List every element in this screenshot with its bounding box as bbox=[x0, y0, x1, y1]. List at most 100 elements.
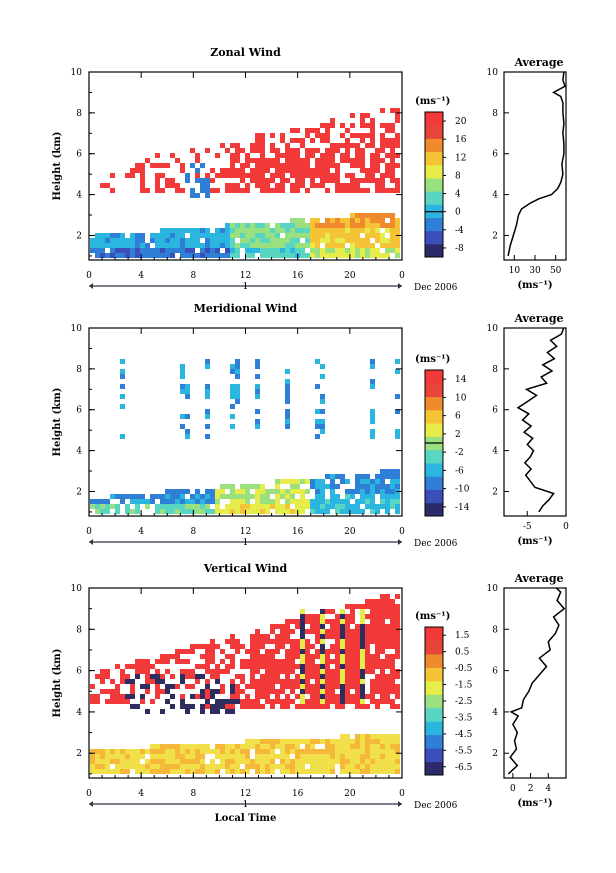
heat-cell bbox=[365, 484, 370, 489]
heat-cell bbox=[255, 138, 260, 143]
heat-cell bbox=[220, 764, 225, 769]
heat-cell bbox=[350, 223, 355, 228]
average-y-tick-label: 2 bbox=[492, 231, 498, 241]
heat-cell bbox=[190, 248, 195, 253]
heat-cell bbox=[340, 769, 345, 774]
heat-cell bbox=[185, 674, 190, 679]
heat-cell bbox=[260, 694, 265, 699]
heat-cell bbox=[235, 223, 240, 228]
colorbar-unit: (ms⁻¹) bbox=[415, 354, 450, 365]
heat-cell bbox=[300, 689, 305, 694]
heat-cell bbox=[185, 238, 190, 243]
heat-cell bbox=[370, 434, 375, 439]
heat-cell bbox=[355, 679, 360, 684]
heat-cell bbox=[300, 659, 305, 664]
heat-cell bbox=[325, 138, 330, 143]
average-x-tick-label: 2 bbox=[528, 784, 534, 794]
heat-cell bbox=[155, 248, 160, 253]
heat-cell bbox=[255, 409, 260, 414]
heat-cell bbox=[355, 629, 360, 634]
heat-cell bbox=[210, 178, 215, 183]
heat-cell bbox=[200, 759, 205, 764]
heat-cell bbox=[275, 248, 280, 253]
heat-cell bbox=[250, 233, 255, 238]
y-tick-label: 4 bbox=[76, 191, 82, 201]
heat-cell bbox=[290, 163, 295, 168]
colorbar-swatch bbox=[425, 164, 443, 179]
heat-cell bbox=[130, 168, 135, 173]
heat-cell bbox=[215, 509, 220, 514]
heat-cell bbox=[205, 188, 210, 193]
heat-cell bbox=[300, 158, 305, 163]
heat-cell bbox=[195, 233, 200, 238]
heat-cell bbox=[260, 163, 265, 168]
heat-cell bbox=[145, 679, 150, 684]
heat-cell bbox=[375, 754, 380, 759]
heat-cell bbox=[100, 764, 105, 769]
heat-cell bbox=[125, 238, 130, 243]
heat-cell bbox=[155, 674, 160, 679]
colorbar-swatch bbox=[425, 409, 443, 424]
heat-cell bbox=[340, 223, 345, 228]
heat-cell bbox=[95, 694, 100, 699]
x-tick-label: 12 bbox=[240, 789, 251, 799]
heat-cell bbox=[385, 494, 390, 499]
heat-cell bbox=[275, 243, 280, 248]
heat-cell bbox=[240, 238, 245, 243]
heat-cell bbox=[295, 218, 300, 223]
heat-cell bbox=[375, 188, 380, 193]
heat-cell bbox=[355, 188, 360, 193]
heat-cell bbox=[360, 669, 365, 674]
heat-cell bbox=[285, 419, 290, 424]
colorbar-swatch bbox=[425, 748, 443, 763]
heat-cell bbox=[340, 659, 345, 664]
heat-cell bbox=[280, 749, 285, 754]
heat-cell bbox=[345, 128, 350, 133]
heat-cell bbox=[150, 238, 155, 243]
heat-cell bbox=[380, 639, 385, 644]
heat-cell bbox=[325, 634, 330, 639]
heat-cell bbox=[345, 479, 350, 484]
heat-cell bbox=[160, 188, 165, 193]
heat-cell bbox=[345, 499, 350, 504]
heat-cell bbox=[185, 384, 190, 389]
heat-cell bbox=[285, 499, 290, 504]
heat-cell bbox=[285, 704, 290, 709]
heat-cell bbox=[100, 183, 105, 188]
heat-cell bbox=[350, 218, 355, 223]
heat-cell bbox=[390, 614, 395, 619]
heat-cell bbox=[370, 759, 375, 764]
heat-cell bbox=[250, 178, 255, 183]
heat-cell bbox=[280, 629, 285, 634]
heat-cell bbox=[245, 754, 250, 759]
heat-cell bbox=[165, 253, 170, 258]
heat-cell bbox=[90, 243, 95, 248]
heat-cell bbox=[385, 594, 390, 599]
heat-cell bbox=[205, 193, 210, 198]
heat-cell bbox=[295, 128, 300, 133]
heat-cell bbox=[380, 173, 385, 178]
heat-cell bbox=[315, 749, 320, 754]
heat-cell bbox=[315, 614, 320, 619]
heat-cell bbox=[370, 599, 375, 604]
heat-cell bbox=[280, 669, 285, 674]
heat-cell bbox=[275, 649, 280, 654]
heat-cell bbox=[370, 218, 375, 223]
heat-cell bbox=[295, 674, 300, 679]
heat-cell bbox=[185, 178, 190, 183]
heat-cell bbox=[310, 479, 315, 484]
heat-cell bbox=[395, 744, 400, 749]
heat-cell bbox=[305, 188, 310, 193]
heat-cell bbox=[395, 694, 400, 699]
heat-cell bbox=[365, 248, 370, 253]
heat-cell bbox=[315, 504, 320, 509]
heat-cell bbox=[360, 484, 365, 489]
heat-cell bbox=[330, 644, 335, 649]
heat-cell bbox=[295, 148, 300, 153]
heat-cell bbox=[180, 769, 185, 774]
heat-cell bbox=[225, 764, 230, 769]
heat-cell bbox=[300, 639, 305, 644]
heat-cell bbox=[315, 674, 320, 679]
